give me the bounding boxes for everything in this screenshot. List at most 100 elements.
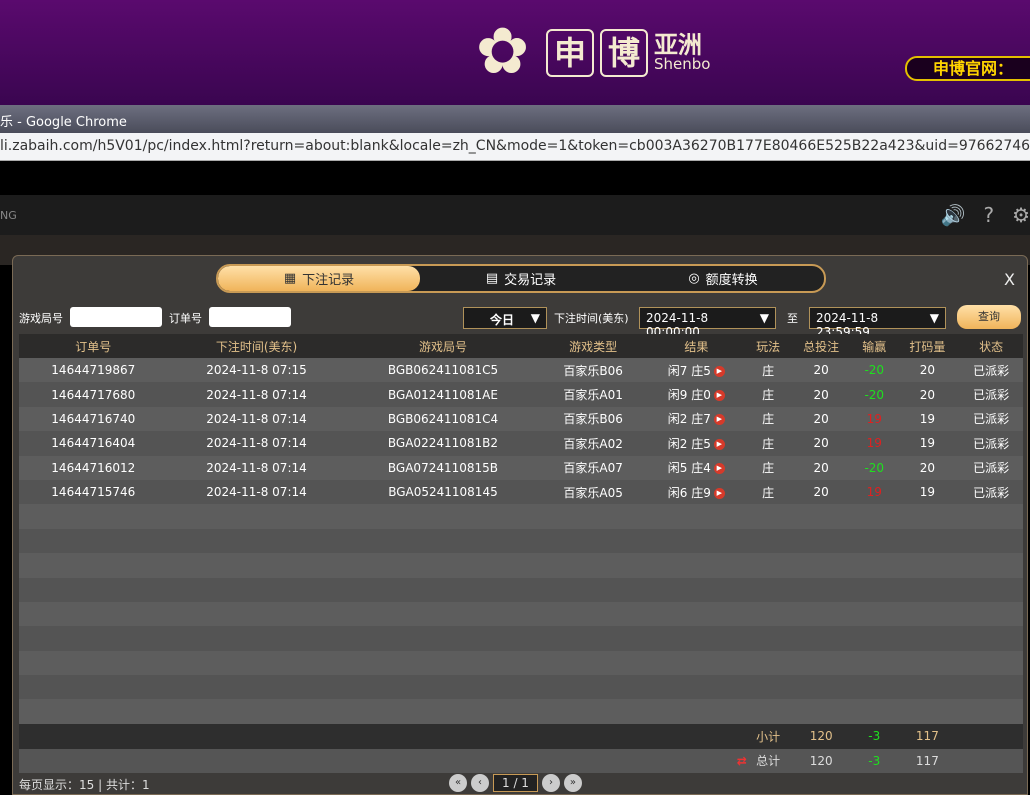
table-cell: 百家乐A07 [540, 455, 646, 480]
table-cell [853, 626, 896, 651]
cell-text: 20 [813, 485, 829, 500]
cell-text: 百家乐A01 [563, 388, 623, 403]
table-cell [746, 553, 790, 578]
table-cell: BGB062411081C5 [345, 358, 541, 383]
table-cell: 19 [895, 406, 960, 432]
table-cell: 20 [895, 358, 960, 383]
table-cell [19, 626, 168, 651]
cell-text: 2024-11-8 07:15 [206, 363, 307, 378]
table-cell [895, 553, 960, 578]
summary-turnover: 117 [915, 753, 939, 768]
cell-text: 19 [866, 485, 882, 500]
table-cell [645, 723, 747, 749]
column-header: 订单号 [19, 334, 168, 358]
logo-char-1: 申 [546, 28, 594, 77]
table-cell [19, 504, 168, 529]
table-cell [645, 601, 747, 627]
table-cell [540, 650, 646, 676]
summary-label: 总计 [756, 754, 781, 769]
play-replay-icon[interactable]: ▶ [713, 463, 725, 475]
play-replay-icon[interactable]: ▶ [713, 414, 725, 426]
cell-text: 20 [919, 363, 936, 378]
table-cell [540, 699, 646, 724]
empty-row [19, 504, 1023, 529]
table-cell [645, 626, 747, 651]
table-cell [746, 504, 790, 529]
cell-text: BGA012411081AE [387, 387, 498, 402]
close-button[interactable]: X [1004, 270, 1015, 289]
cell-text: 闲2 庄5 [667, 436, 711, 451]
start-time-select[interactable]: 2024-11-8 00:00:00 ▼ [639, 307, 776, 339]
help-icon[interactable]: ? [983, 203, 995, 227]
table-cell: 百家乐B06 [540, 358, 646, 383]
cell-text: -20 [864, 363, 885, 378]
cell-text: 20 [813, 387, 829, 402]
tab-transfer[interactable]: ◎ 额度转换 [622, 266, 824, 291]
summary-winloss: -3 [868, 729, 881, 744]
cell-text: 百家乐B06 [563, 363, 623, 378]
site-banner: ✿ 申 博 亚洲 Shenbo 申博官网： [0, 0, 1030, 105]
table-cell: 117 [895, 723, 960, 749]
refresh-icon[interactable]: ⇄ [736, 753, 747, 768]
table-cell: BGB062411081C4 [345, 406, 541, 432]
column-header: 下注时间(美东) [167, 334, 346, 358]
table-cell [19, 528, 168, 554]
subtotal-row: 小计 120 -3 117 [19, 723, 1023, 749]
table-row: 14644719867 2024-11-8 07:15 BGB062411081C5… [19, 358, 1023, 383]
table-cell [853, 675, 896, 700]
sound-icon[interactable]: 🔊 [940, 203, 966, 227]
brand-fragment: NG [0, 209, 17, 222]
table-cell: 14644716012 [19, 455, 168, 480]
table-cell [645, 528, 747, 554]
table-cell [853, 504, 896, 529]
table-cell: 闲2 庄7 ▶ [645, 406, 747, 432]
prev-page-button[interactable]: ‹ [471, 774, 489, 792]
game-no-input[interactable] [70, 307, 162, 327]
tab-bar: ▦ 下注记录 ▤ 交易记录 ◎ 额度转换 [216, 264, 826, 293]
table-cell [540, 723, 646, 749]
cell-text: BGA0724110815B [387, 460, 499, 475]
next-page-button[interactable]: › [541, 774, 560, 792]
official-site-link[interactable]: 申博官网： [905, 56, 1030, 81]
empty-row [19, 650, 1023, 676]
query-button[interactable]: 查询 [957, 305, 1021, 329]
table-cell: 百家乐A05 [540, 479, 646, 505]
table-cell: 2024-11-8 07:14 [167, 479, 346, 505]
tab-bet-records[interactable]: ▦ 下注记录 [218, 266, 420, 291]
order-no-input[interactable] [209, 307, 291, 327]
table-cell: 庄 [746, 479, 790, 505]
period-select[interactable]: 今日 ▼ [463, 307, 547, 329]
cell-text: 20 [813, 411, 829, 426]
page-indicator[interactable]: 1 / 1 [493, 774, 538, 792]
play-replay-icon[interactable]: ▶ [713, 365, 725, 377]
table-cell [895, 528, 960, 554]
table-cell [540, 553, 646, 578]
tab-label: 交易记录 [504, 273, 557, 288]
table-cell [345, 528, 541, 554]
table-cell [959, 504, 1023, 529]
chevron-down-icon: ▼ [929, 311, 939, 325]
table-cell [167, 650, 346, 676]
calendar-icon: ▦ [283, 271, 297, 286]
table-cell: 19 [895, 431, 960, 456]
gear-icon[interactable]: ⚙ [1012, 203, 1030, 227]
end-time-select[interactable]: 2024-11-8 23:59:59 ▼ [809, 307, 946, 339]
address-bar[interactable]: li.zabaih.com/h5V01/pc/index.html?return… [0, 133, 1030, 161]
table-cell [19, 553, 168, 578]
tab-transactions[interactable]: ▤ 交易记录 [420, 266, 622, 291]
play-replay-icon[interactable]: ▶ [713, 390, 725, 402]
game-header: NG 🔊? ⚙ [0, 195, 1030, 235]
table-cell: ⇄ [645, 748, 747, 773]
cell-text: 已派彩 [973, 412, 1010, 427]
last-page-button[interactable]: » [563, 774, 582, 792]
play-replay-icon[interactable]: ▶ [713, 487, 725, 499]
cell-text: 庄 [762, 461, 775, 476]
table-cell [789, 675, 854, 700]
cell-text: 2024-11-8 07:14 [206, 411, 307, 426]
empty-row [19, 626, 1023, 651]
empty-row [19, 675, 1023, 700]
table-cell [895, 675, 960, 700]
play-replay-icon[interactable]: ▶ [713, 438, 725, 450]
first-page-button[interactable]: « [449, 774, 467, 792]
cell-text: 2024-11-8 07:14 [206, 485, 307, 500]
